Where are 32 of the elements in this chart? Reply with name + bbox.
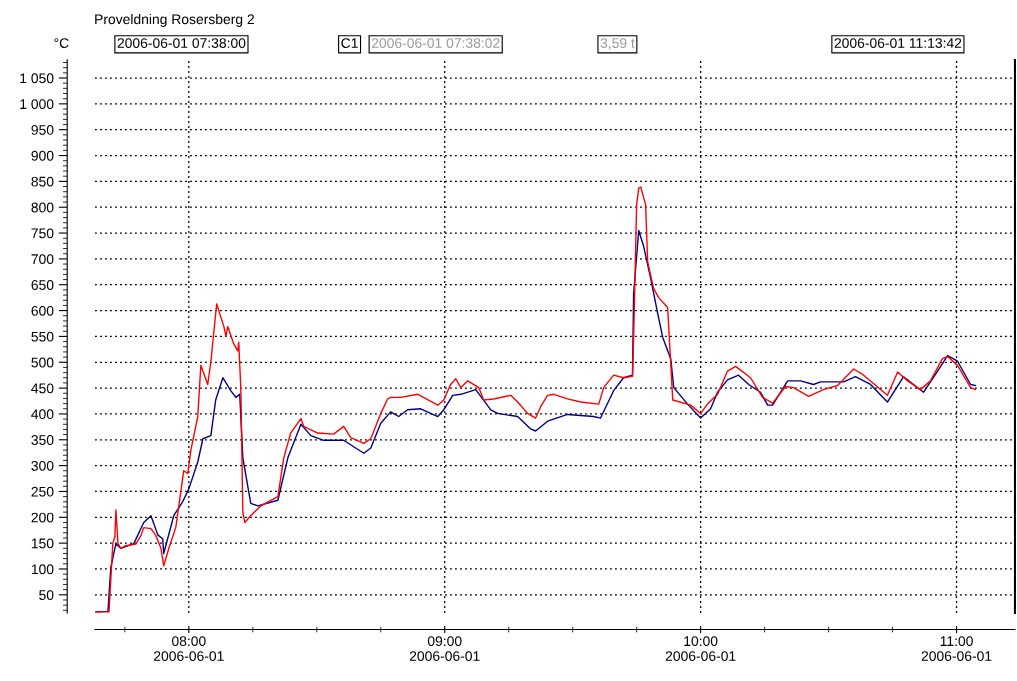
y-tick-label: 100 xyxy=(31,564,54,575)
y-tick-label: 900 xyxy=(31,150,54,161)
y-tick-label: 950 xyxy=(31,125,54,135)
y-tick-label: 400 xyxy=(31,409,54,420)
y-tick-label: 500 xyxy=(31,357,54,368)
x-tick-label: 10:00 2006-06-01 xyxy=(665,636,736,661)
chart-title: Proveldning Rosersberg 2 xyxy=(95,13,254,27)
y-tick-label: 600 xyxy=(31,305,54,316)
text: 2006-06-01 07:38:02 xyxy=(371,38,500,48)
text: 2006-06-01 11:13:42 xyxy=(834,38,962,48)
text: C1 xyxy=(341,38,358,48)
y-tick-label: 300 xyxy=(31,460,54,471)
y-tick-label: 550 xyxy=(31,331,54,342)
x-tick-label: 11:00 2006-06-01 xyxy=(921,636,992,661)
y-tick-label: 850 xyxy=(31,176,54,187)
x-tick-label: 09:00 2006-06-01 xyxy=(409,636,480,661)
y-tick-label: 50 xyxy=(39,590,54,600)
y-tick-label: 650 xyxy=(31,280,54,290)
y-tick-label: 700 xyxy=(31,254,54,265)
y-tick-label: 800 xyxy=(31,202,54,213)
y-tick-label: 1 000 xyxy=(20,99,54,110)
text: 3,59 t xyxy=(600,38,635,50)
y-tick-label: 250 xyxy=(31,486,54,497)
y-tick-label: 750 xyxy=(31,228,54,239)
y-axis-title: °C xyxy=(54,38,69,48)
y-tick-label: 150 xyxy=(31,538,54,549)
y-tick-label: 200 xyxy=(31,512,54,523)
y-tick-label: 350 xyxy=(31,435,54,445)
y-tick-label: 450 xyxy=(31,383,54,394)
x-tick-label: 08:00 2006-06-01 xyxy=(154,636,224,661)
text: 2006-06-01 07:38:00 xyxy=(117,38,246,48)
y-tick-label: 1 050 xyxy=(20,73,54,84)
